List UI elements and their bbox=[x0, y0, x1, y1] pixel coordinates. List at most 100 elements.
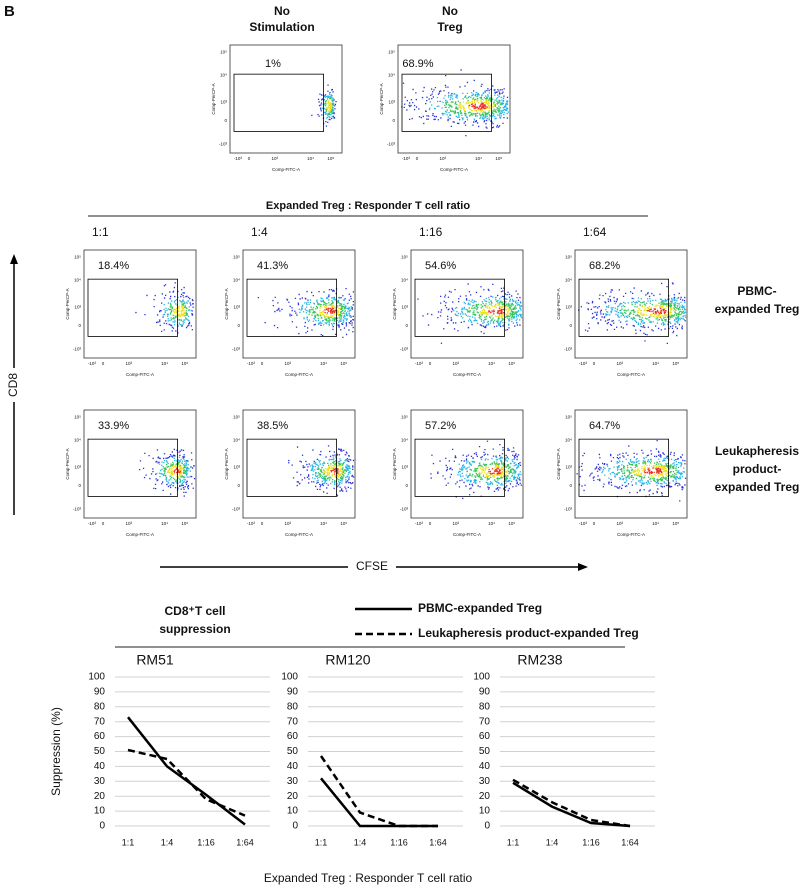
flow-x-tick-label: 10³ bbox=[440, 156, 447, 161]
event-cloud bbox=[257, 288, 355, 338]
y-tick-label: 40 bbox=[94, 761, 106, 772]
flow-x-tick-label: 10⁵ bbox=[508, 361, 515, 366]
gate-percent: 57.2% bbox=[425, 420, 456, 432]
event-cloud bbox=[401, 69, 509, 137]
flow-y-axis-label: Comp-PerCP-A bbox=[556, 448, 561, 479]
flow-x-axis-label: Comp-FITC-A bbox=[617, 372, 645, 377]
event-cloud bbox=[428, 91, 509, 121]
flow-y-tick-label: 10⁵ bbox=[233, 415, 240, 420]
plot-frame bbox=[229, 44, 343, 154]
flow-y-tick-label: 0 bbox=[78, 483, 81, 488]
flow-x-tick-label: 0 bbox=[248, 156, 251, 161]
event-cloud bbox=[643, 467, 663, 475]
event-cloud bbox=[317, 460, 348, 482]
shared-x-label: Expanded Treg : Responder T cell ratio bbox=[264, 871, 473, 885]
flow-x-axis-label: Comp-FITC-A bbox=[453, 372, 481, 377]
y-tick-label: 100 bbox=[88, 672, 105, 683]
flow-x-axis-label: Comp-FITC-A bbox=[440, 167, 468, 172]
flow-y-axis-label: Comp-PerCP-A bbox=[211, 83, 216, 114]
event-cloud bbox=[135, 282, 194, 334]
plot-frame bbox=[397, 44, 511, 154]
gate bbox=[401, 73, 492, 132]
event-cloud bbox=[576, 440, 687, 502]
event-cloud bbox=[477, 464, 509, 478]
y-tick-label: 20 bbox=[479, 791, 491, 802]
flow-x-axis-label: Comp-FITC-A bbox=[272, 167, 300, 172]
flow-x-tick-label: 10⁴ bbox=[161, 521, 168, 526]
flow-y-tick-label: 10³ bbox=[220, 99, 227, 104]
flow-x-tick-label: -10³ bbox=[415, 361, 424, 366]
flow-y-axis-label: Comp-PerCP-A bbox=[224, 448, 229, 479]
x-tick-label: 1:16 bbox=[582, 837, 600, 847]
control-title: Treg bbox=[437, 20, 462, 34]
flow-y-axis-label: Comp-PerCP-A bbox=[392, 288, 397, 319]
title-bg bbox=[135, 649, 205, 669]
y-tick-label: 60 bbox=[479, 731, 491, 742]
row-label: PBMC- bbox=[737, 284, 776, 298]
event-cloud bbox=[309, 456, 351, 486]
legend-label: Leukapheresis product-expanded Treg bbox=[418, 626, 639, 640]
y-tick-label: 50 bbox=[94, 746, 106, 757]
flow-x-tick-label: 0 bbox=[261, 361, 264, 366]
series-line bbox=[127, 748, 246, 817]
flow-x-tick-label: -10³ bbox=[579, 361, 588, 366]
y-tick-label: 0 bbox=[99, 821, 105, 832]
event-cloud bbox=[466, 300, 518, 322]
event-cloud bbox=[323, 464, 344, 478]
flow-y-tick-label: -10³ bbox=[564, 507, 573, 512]
chart-title: RM238 bbox=[517, 652, 562, 668]
y-tick-label: 10 bbox=[94, 806, 106, 817]
ratio-label: 1:1 bbox=[92, 225, 109, 239]
x-tick-label: 1:16 bbox=[197, 837, 215, 847]
flow-x-tick-label: 10³ bbox=[285, 361, 292, 366]
flow-x-axis-label: Comp-FITC-A bbox=[285, 372, 313, 377]
flow-x-tick-label: 10⁵ bbox=[495, 156, 502, 161]
gate-percent: 41.3% bbox=[257, 260, 288, 272]
y-tick-label: 40 bbox=[479, 761, 491, 772]
flow-y-axis-label: Comp-PerCP-A bbox=[379, 83, 384, 114]
y-tick-label: 40 bbox=[287, 761, 299, 772]
y-tick-label: 80 bbox=[479, 701, 491, 712]
flow-y-tick-label: 10³ bbox=[233, 304, 240, 309]
ratio-label: 1:16 bbox=[419, 225, 443, 239]
flow-y-tick-label: -10³ bbox=[400, 507, 409, 512]
control-title: Stimulation bbox=[249, 20, 314, 34]
gate-percent: 33.9% bbox=[98, 420, 129, 432]
control-title: No bbox=[274, 4, 290, 18]
event-cloud bbox=[324, 307, 337, 314]
event-cloud bbox=[173, 467, 182, 474]
y-tick-label: 70 bbox=[479, 716, 491, 727]
flow-y-tick-label: 10⁵ bbox=[565, 255, 572, 260]
y-tick-label: 10 bbox=[287, 806, 299, 817]
event-cloud bbox=[631, 464, 670, 478]
flow-x-tick-label: 10⁴ bbox=[307, 156, 314, 161]
y-tick-label: 60 bbox=[287, 731, 299, 742]
ratio-label: 1:64 bbox=[583, 225, 607, 239]
row-label: expanded Treg bbox=[715, 302, 800, 316]
y-tick-label: 0 bbox=[292, 821, 298, 832]
flow-x-tick-label: 10⁴ bbox=[652, 521, 659, 526]
flow-y-tick-label: 10⁵ bbox=[388, 50, 395, 55]
flow-y-tick-label: -10³ bbox=[73, 507, 82, 512]
flow-x-tick-label: -10³ bbox=[247, 521, 256, 526]
flow-y-tick-label: -10³ bbox=[73, 347, 82, 352]
cfse-arrowhead bbox=[578, 563, 588, 571]
flow-y-tick-label: 0 bbox=[78, 323, 81, 328]
flow-x-tick-label: 10³ bbox=[285, 521, 292, 526]
flow-x-axis-label: Comp-FITC-A bbox=[453, 532, 481, 537]
y-tick-label: 20 bbox=[94, 791, 106, 802]
flow-x-tick-label: 0 bbox=[102, 361, 105, 366]
y-tick-label: 90 bbox=[479, 687, 491, 698]
flow-y-axis-label: Comp-PerCP-A bbox=[65, 288, 70, 319]
flow-y-tick-label: 0 bbox=[237, 323, 240, 328]
flow-y-tick-label: 0 bbox=[405, 323, 408, 328]
flow-y-axis-label: Comp-PerCP-A bbox=[556, 288, 561, 319]
suppression-title: suppression bbox=[159, 622, 230, 636]
flow-y-tick-label: -10³ bbox=[219, 142, 228, 147]
control-title: No bbox=[442, 4, 458, 18]
flow-y-tick-label: 10⁴ bbox=[74, 277, 81, 282]
flow-y-tick-label: 10³ bbox=[565, 304, 572, 309]
x-tick-label: 1:4 bbox=[161, 837, 174, 847]
y-tick-label: 0 bbox=[484, 821, 490, 832]
